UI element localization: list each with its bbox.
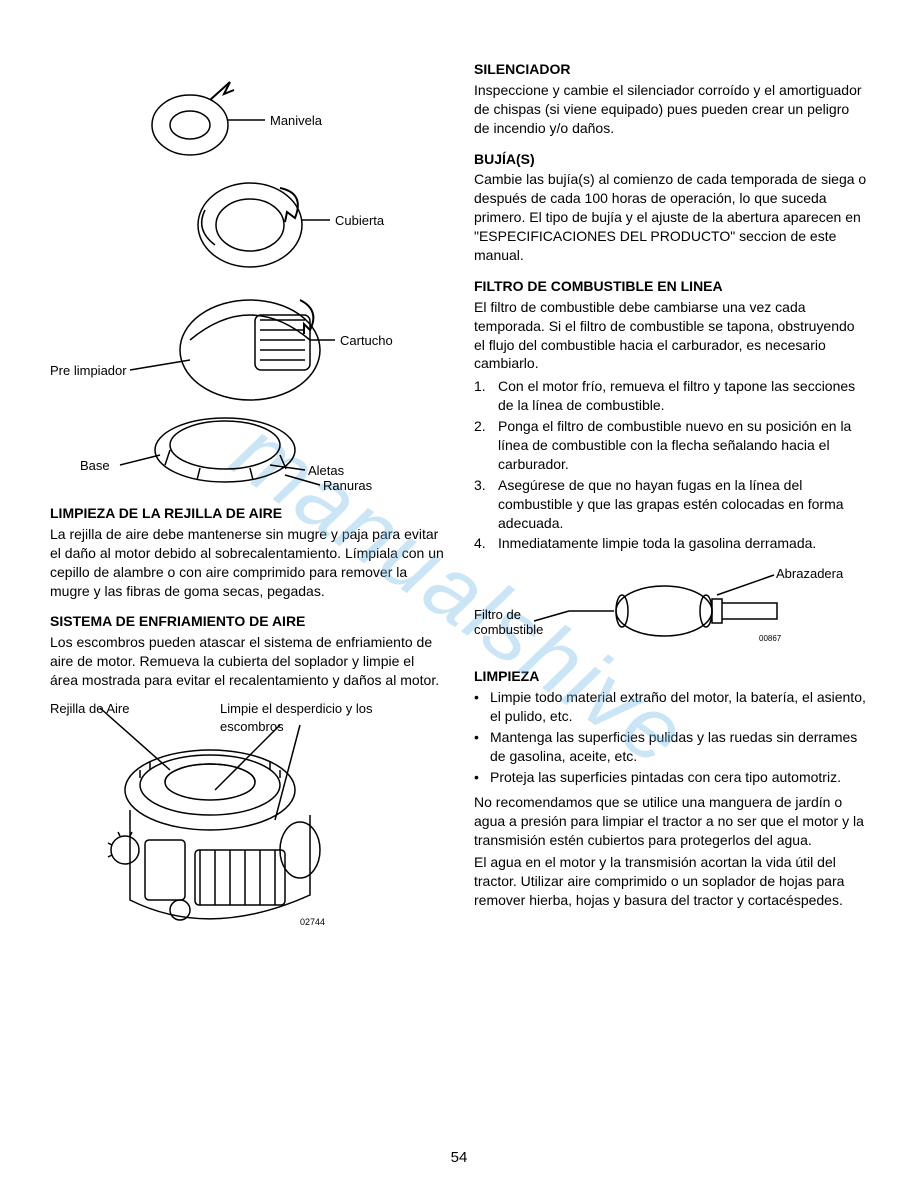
bullet-icon: • xyxy=(474,688,490,726)
list-item: •Mantenga las superficies pulidas y las … xyxy=(474,728,868,766)
figure-air-filter: Manivela Cubierta Cartucho Pre limpiador… xyxy=(50,70,444,490)
list-item: •Proteja las superficies pintadas con ce… xyxy=(474,768,868,787)
heading-filtro: FILTRO DE COMBUSTIBLE EN LINEA xyxy=(474,277,868,296)
label-ranuras: Ranuras xyxy=(323,477,372,495)
list-text: Mantenga las superficies pulidas y las r… xyxy=(490,728,868,766)
para-rejilla: La rejilla de aire debe mantenerse sin m… xyxy=(50,525,444,601)
list-item: 4.Inmediatamente limpie toda la gasolina… xyxy=(474,534,868,553)
label-prelimpiador: Pre limpiador xyxy=(50,362,127,380)
para-filtro-intro: El filtro de combustible debe cambiarse … xyxy=(474,298,868,374)
label-rejilla-aire: Rejilla de Aire xyxy=(50,700,130,718)
list-text: Inmediatamente limpie toda la gasolina d… xyxy=(498,534,816,553)
filter-steps-list: 1.Con el motor frío, remueva el filtro y… xyxy=(474,377,868,553)
list-item: 2.Ponga el filtro de combustible nuevo e… xyxy=(474,417,868,474)
label-filtro-combustible: Filtro de combustible xyxy=(474,608,564,637)
list-text: Ponga el filtro de combustible nuevo en … xyxy=(498,417,868,474)
engine-diagram-icon: 02744 xyxy=(50,700,420,950)
label-abrazadera: Abrazadera xyxy=(776,565,843,583)
right-column: SILENCIADOR Inspeccione y cambie el sile… xyxy=(474,60,868,974)
page-number: 54 xyxy=(0,1148,918,1168)
list-number: 3. xyxy=(474,476,498,533)
label-limpie: Limpie el desperdicio y los escombros xyxy=(220,700,400,735)
list-text: Asegúrese de que no hayan fugas en la lí… xyxy=(498,476,868,533)
list-number: 4. xyxy=(474,534,498,553)
list-item: •Limpie todo material extraño del motor,… xyxy=(474,688,868,726)
list-item: 1.Con el motor frío, remueva el filtro y… xyxy=(474,377,868,415)
heading-limpieza: LIMPIEZA xyxy=(474,667,868,686)
para-agua: El agua en el motor y la transmisión aco… xyxy=(474,853,868,910)
list-text: Limpie todo material extraño del motor, … xyxy=(490,688,868,726)
list-item: 3.Asegúrese de que no hayan fugas en la … xyxy=(474,476,868,533)
para-manguera: No recomendamos que se utilice una mangu… xyxy=(474,793,868,850)
list-text: Con el motor frío, remueva el filtro y t… xyxy=(498,377,868,415)
label-manivela: Manivela xyxy=(270,112,322,130)
bullet-icon: • xyxy=(474,728,490,766)
label-base: Base xyxy=(80,457,110,475)
svg-text:02744: 02744 xyxy=(300,917,325,927)
page-content: Manivela Cubierta Cartucho Pre limpiador… xyxy=(50,60,868,974)
heading-silenciador: SILENCIADOR xyxy=(474,60,868,79)
figure-engine: Rejilla de Aire Limpie el desperdicio y … xyxy=(50,700,444,960)
para-bujia: Cambie las bujía(s) al comienzo de cada … xyxy=(474,170,868,264)
cleaning-bullets: •Limpie todo material extraño del motor,… xyxy=(474,688,868,786)
heading-bujia: BUJÍA(S) xyxy=(474,150,868,169)
label-cubierta: Cubierta xyxy=(335,212,384,230)
bullet-icon: • xyxy=(474,768,490,787)
para-enfriamiento: Los escombros pueden atascar el sistema … xyxy=(50,633,444,690)
svg-text:00867: 00867 xyxy=(759,634,782,643)
left-column: Manivela Cubierta Cartucho Pre limpiador… xyxy=(50,60,444,974)
air-filter-diagram-icon xyxy=(50,70,420,490)
figure-fuel-filter: 00867 Filtro de combustible Abrazadera xyxy=(474,563,868,653)
list-number: 1. xyxy=(474,377,498,415)
heading-enfriamiento: SISTEMA DE ENFRIAMIENTO DE AIRE xyxy=(50,612,444,631)
heading-rejilla: LIMPIEZA DE LA REJILLA DE AIRE xyxy=(50,504,444,523)
list-number: 2. xyxy=(474,417,498,474)
list-text: Proteja las superficies pintadas con cer… xyxy=(490,768,841,787)
para-silenciador: Inspeccione y cambie el silenciador corr… xyxy=(474,81,868,138)
label-cartucho: Cartucho xyxy=(340,332,393,350)
